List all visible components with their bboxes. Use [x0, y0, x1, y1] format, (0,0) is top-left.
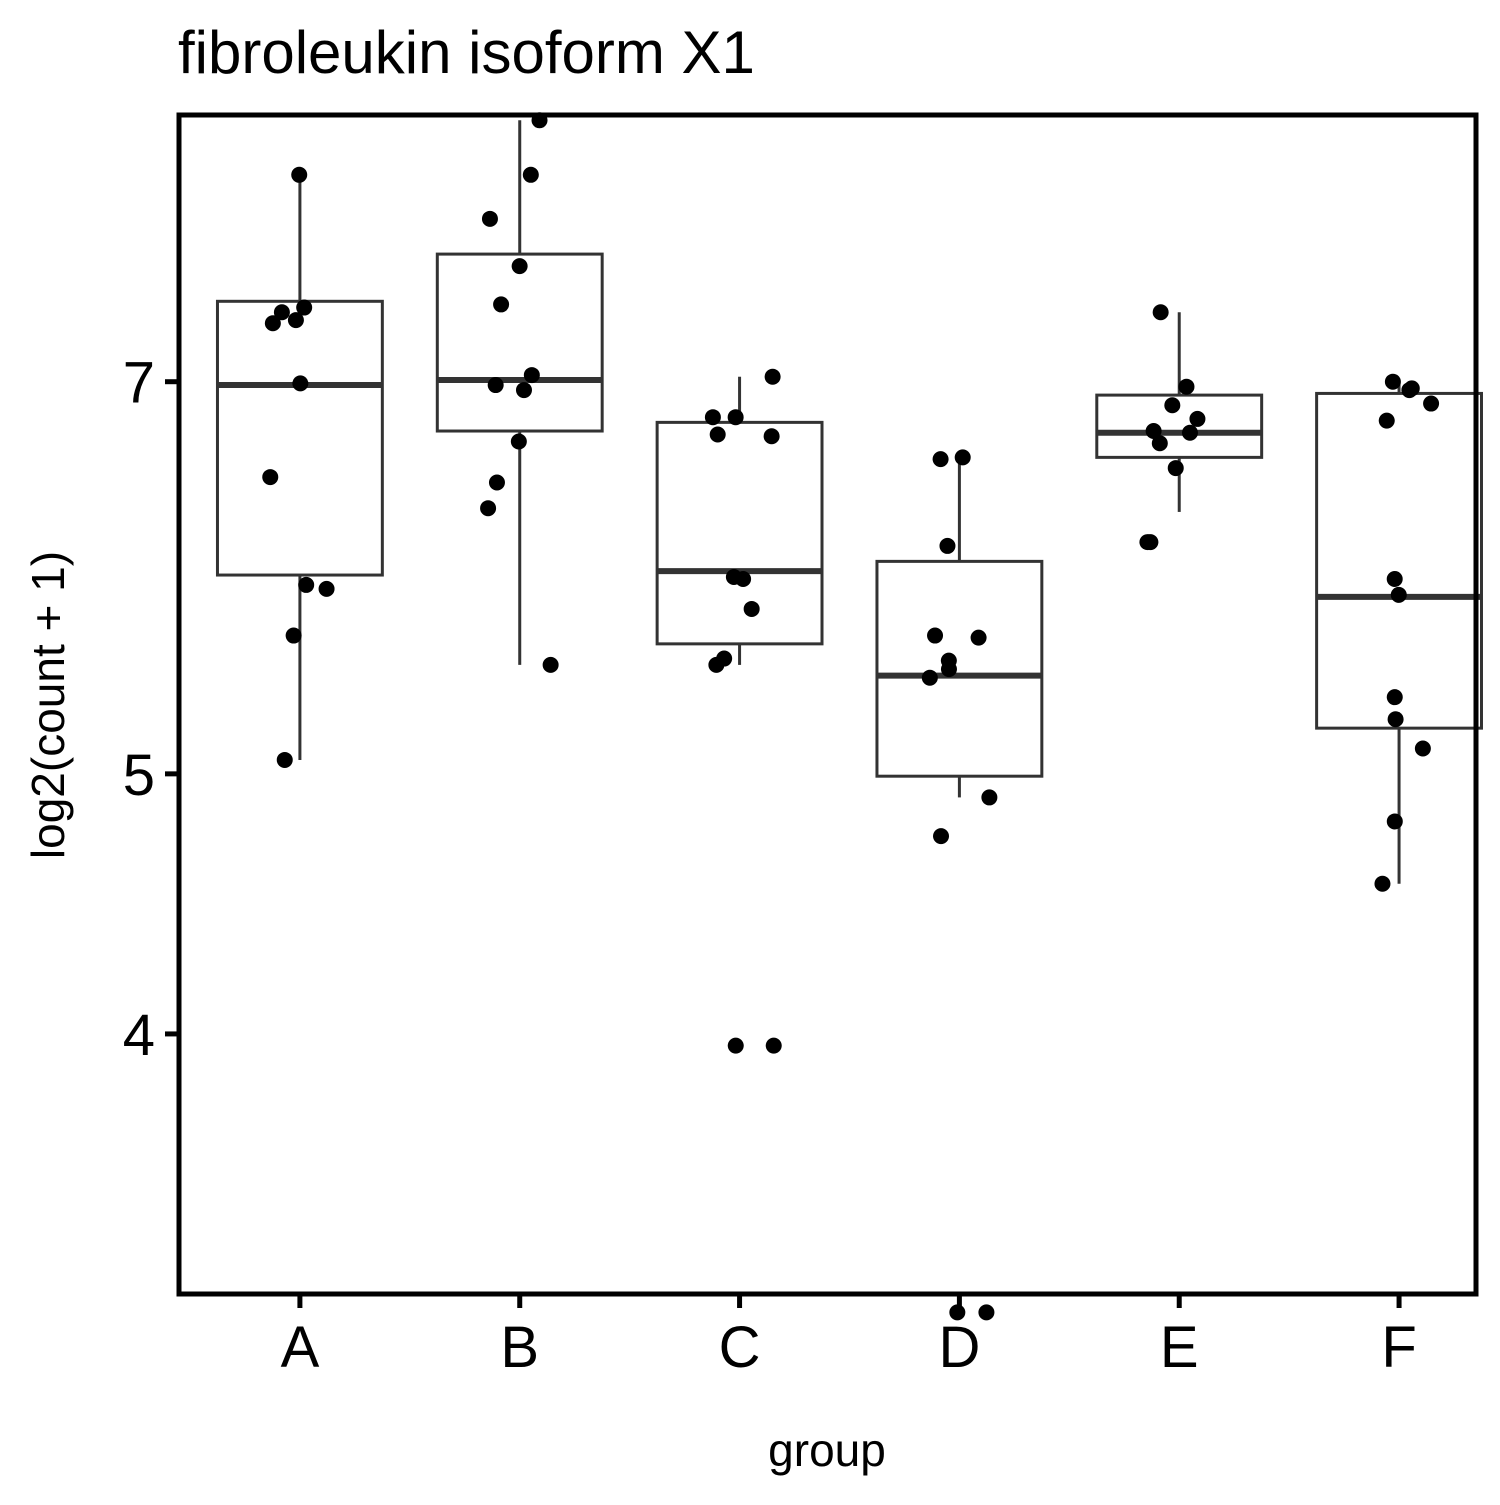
- point-c-11: [727, 1037, 744, 1054]
- point-d-1: [954, 449, 971, 466]
- box-group-b: [435, 120, 604, 665]
- x-tick-label-f: F: [1381, 1315, 1416, 1380]
- point-b-3: [511, 258, 528, 275]
- point-d-0: [932, 451, 949, 468]
- x-tick-label-a: A: [281, 1315, 320, 1380]
- point-c-4: [709, 426, 726, 443]
- point-e-3: [1189, 410, 1206, 427]
- point-d-10: [978, 1304, 995, 1321]
- y-tick-label-7: 7: [123, 351, 155, 416]
- box-group-e: [1095, 312, 1264, 512]
- point-d-3: [927, 627, 944, 644]
- point-d-4: [970, 629, 987, 646]
- box-group-d: [875, 459, 1044, 798]
- point-d-8: [981, 789, 998, 806]
- y-axis-title: log2(count + 1): [22, 551, 74, 859]
- point-b-9: [488, 474, 505, 491]
- point-c-7: [743, 600, 760, 617]
- point-a-8: [298, 576, 315, 593]
- plot-marks: [215, 112, 1483, 1321]
- point-b-1: [522, 166, 539, 183]
- point-e-0: [1152, 304, 1169, 321]
- plot-frame: [176, 112, 1479, 1297]
- point-a-6: [262, 469, 279, 486]
- point-f-7: [1386, 689, 1403, 706]
- point-b-2: [481, 210, 498, 227]
- point-f-3: [1423, 395, 1440, 412]
- box-e: [1095, 393, 1264, 459]
- point-c-3: [763, 428, 780, 445]
- point-a-7: [318, 580, 335, 597]
- point-b-6: [487, 377, 504, 394]
- point-d-6: [940, 652, 957, 669]
- x-tick-label-b: B: [500, 1315, 539, 1380]
- box-c: [655, 420, 824, 646]
- point-a-2: [264, 315, 281, 332]
- box-group-f: [1315, 381, 1483, 884]
- point-f-8: [1414, 740, 1431, 757]
- point-a-5: [292, 375, 309, 392]
- point-b-4: [493, 296, 510, 313]
- point-e-5: [1145, 423, 1162, 440]
- x-tick-label-d: D: [938, 1315, 980, 1380]
- x-axis: A B C D E F: [281, 1294, 1417, 1380]
- point-e-9: [1139, 534, 1156, 551]
- point-f-4: [1378, 412, 1395, 429]
- point-b-5: [523, 367, 540, 384]
- point-d-2: [939, 537, 956, 554]
- point-b-11: [542, 656, 559, 673]
- point-c-1: [704, 409, 721, 426]
- point-b-10: [480, 500, 497, 517]
- box-a: [215, 299, 384, 577]
- point-a-9: [285, 627, 302, 644]
- chart-title: fibroleukin isoform X1: [178, 19, 755, 86]
- box-group-c: [655, 376, 824, 665]
- point-c-9: [708, 656, 725, 673]
- point-f-6: [1390, 586, 1407, 603]
- box-b: [435, 252, 604, 433]
- point-f-9: [1387, 711, 1404, 728]
- x-tick-label-e: E: [1160, 1315, 1199, 1380]
- point-e-7: [1167, 460, 1184, 477]
- point-c-6: [735, 570, 752, 587]
- point-a-10: [276, 751, 293, 768]
- point-e-6: [1151, 435, 1168, 452]
- point-d-7: [921, 669, 938, 686]
- point-a-1: [296, 299, 313, 316]
- point-f-5: [1386, 570, 1403, 587]
- box-d: [875, 559, 1044, 778]
- point-a-4: [287, 312, 304, 329]
- point-e-4: [1181, 424, 1198, 441]
- point-b-7: [515, 382, 532, 399]
- point-f-2: [1401, 382, 1418, 399]
- point-c-0: [764, 368, 781, 385]
- y-tick-label-5: 5: [123, 743, 155, 808]
- point-d-9: [933, 828, 950, 845]
- point-b-8: [510, 433, 527, 450]
- y-tick-label-4: 4: [123, 1003, 155, 1068]
- box-f: [1315, 391, 1483, 730]
- point-e-2: [1164, 397, 1181, 414]
- point-d-11: [949, 1304, 966, 1321]
- point-c-2: [727, 409, 744, 426]
- point-a-3: [273, 304, 290, 321]
- box-group-a: [215, 174, 384, 760]
- y-axis: 4 5 7: [123, 351, 179, 1068]
- x-tick-label-c: C: [719, 1315, 761, 1380]
- point-c-10: [765, 1037, 782, 1054]
- point-f-11: [1374, 875, 1391, 892]
- point-a-0: [291, 166, 308, 183]
- point-f-0: [1384, 373, 1401, 390]
- x-axis-title: group: [768, 1424, 886, 1476]
- point-e-1: [1178, 378, 1195, 395]
- point-f-10: [1386, 813, 1403, 830]
